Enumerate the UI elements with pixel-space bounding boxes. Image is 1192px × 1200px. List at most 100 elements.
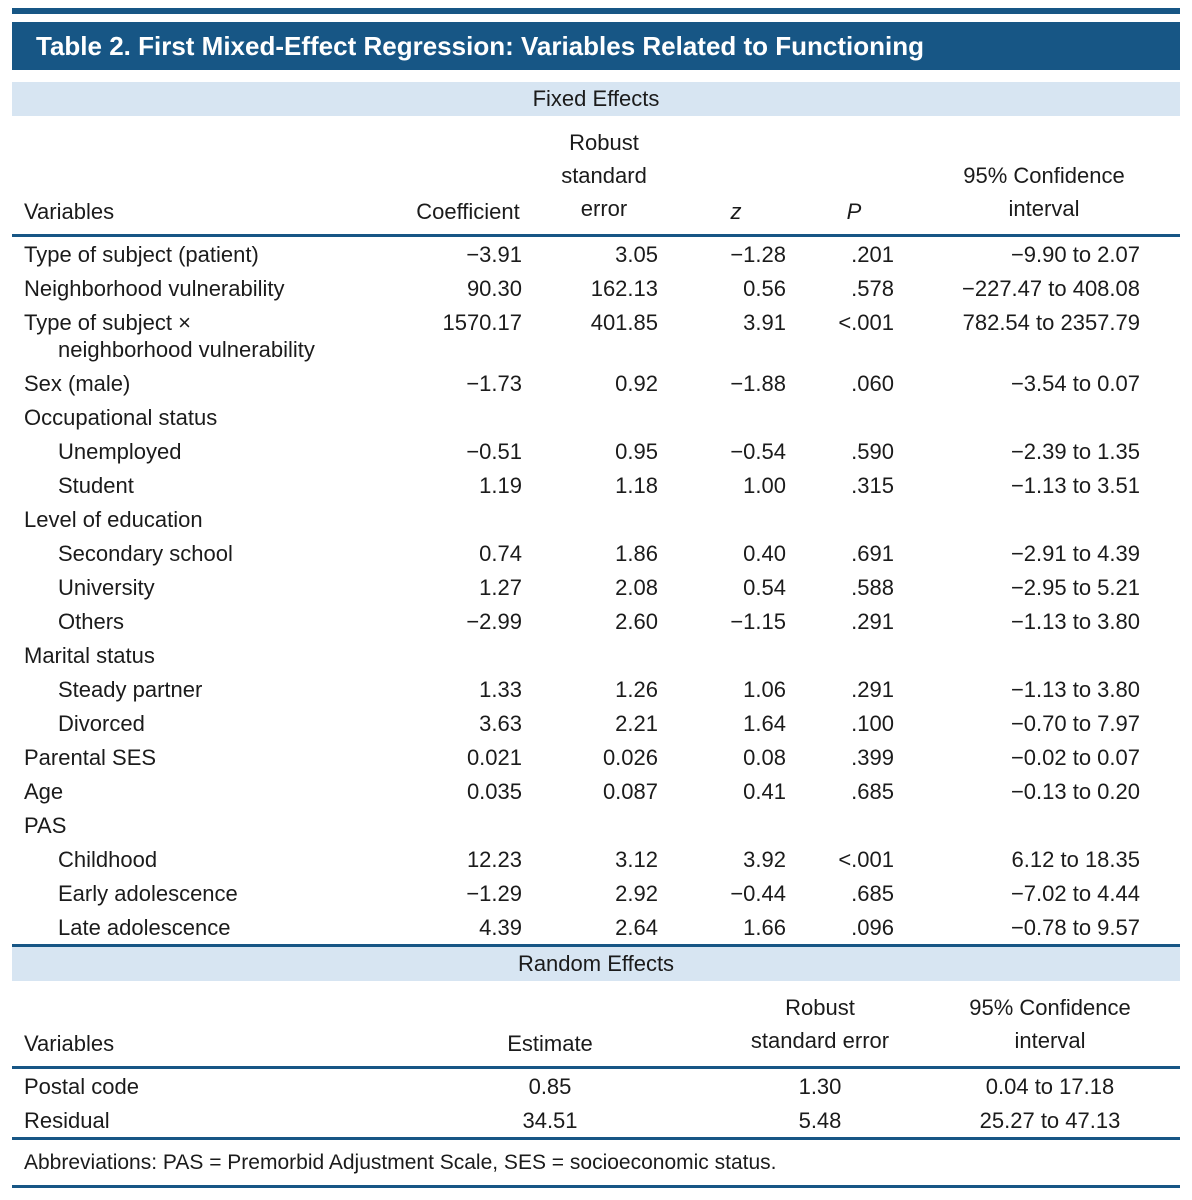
cell-z: −0.44	[730, 880, 786, 906]
random-effects-band: Random Effects	[12, 947, 1180, 981]
row-label-line: Early adolescence	[58, 880, 238, 906]
cell-se: 1.18	[615, 472, 658, 498]
cell-coef: −2.99	[466, 608, 522, 634]
table-row: Parental SES 0.021 0.026 0.08 .399 −0.02 to 0…	[12, 740, 1180, 774]
cell-ci: −2.39 to 1.35	[1010, 438, 1140, 464]
cell-z: 1.64	[743, 710, 786, 736]
table-row: Occupational status	[12, 400, 1180, 434]
cell-ci: 0.04 to 17.18	[985, 1073, 1115, 1099]
cell-ci	[908, 638, 1180, 672]
header-line: Robust	[785, 995, 855, 1020]
cell-z	[672, 400, 800, 434]
table-row: Divorced 3.63 2.21 1.64 .100 −0.70 to 7.97	[12, 706, 1180, 740]
cell-se: 5.48	[798, 1107, 842, 1133]
row-label: Age	[12, 774, 400, 808]
table-row: Neighborhood vulnerability 90.30 162.13 0.5…	[12, 271, 1180, 305]
cell-coef: 1570.17	[442, 309, 522, 335]
row-label: Childhood	[12, 842, 400, 876]
row-label: Steady partner	[12, 672, 400, 706]
cell-p: .691	[851, 540, 894, 566]
cell-se: 1.30	[798, 1073, 842, 1099]
abbreviations-note: Abbreviations: PAS = Premorbid Adjustmen…	[24, 1151, 777, 1174]
cell-ci: −0.13 to 0.20	[1010, 778, 1140, 804]
random-effects-table: Variables Estimate Robust standard error…	[12, 981, 1180, 1137]
cell-se: 2.64	[615, 914, 658, 940]
table-row: Steady partner 1.33 1.26 1.06 .291 −1.13 to 3…	[12, 672, 1180, 706]
cell-z: 0.08	[743, 744, 786, 770]
header-line: standard error	[750, 1028, 890, 1053]
row-label-line: Childhood	[58, 846, 158, 872]
fixed-effects-band: Fixed Effects	[12, 82, 1180, 116]
row-label-line: Postal code	[24, 1073, 139, 1099]
row-label: Unemployed	[12, 434, 400, 468]
cell-ci: −1.13 to 3.80	[1010, 676, 1140, 702]
cell-z: 1.06	[743, 676, 786, 702]
header-row: Variables Estimate Robust standard error…	[12, 981, 1180, 1068]
table-row: Secondary school 0.74 1.86 0.40 .691 −2.91 to…	[12, 536, 1180, 570]
cell-coef: −0.51	[466, 438, 522, 464]
random-effects-body: Postal code 0.85 1.30 0.04 to 17.18 Residual…	[12, 1068, 1180, 1138]
cell-ci: −0.70 to 7.97	[1010, 710, 1140, 736]
cell-ci: −0.78 to 9.57	[1010, 914, 1140, 940]
cell-se: 2.92	[615, 880, 658, 906]
cell-se	[536, 502, 672, 536]
row-label-line: neighborhood vulnerability	[58, 336, 315, 362]
col-header-confidence-interval: 95% Confidence interval	[920, 981, 1180, 1068]
col-header-robust-standard-error: Robust standard error	[720, 981, 920, 1068]
row-label: PAS	[12, 808, 400, 842]
cell-z: −0.54	[730, 438, 786, 464]
cell-p	[800, 502, 908, 536]
table-title: Table 2. First Mixed-Effect Regression: …	[36, 31, 925, 61]
row-label-line: Occupational status	[24, 404, 218, 430]
table-row: University 1.27 2.08 0.54 .588 −2.95 to 5.21	[12, 570, 1180, 604]
cell-z: −1.15	[730, 608, 786, 634]
cell-se: 1.86	[615, 540, 658, 566]
cell-p: .590	[851, 438, 894, 464]
col-header-robust-standard-error: Robust standard error	[536, 116, 672, 236]
footer-divider	[12, 1137, 1180, 1140]
bottom-rule	[12, 1185, 1180, 1188]
cell-ci: −1.13 to 3.51	[1010, 472, 1140, 498]
cell-ci: −227.47 to 408.08	[962, 275, 1140, 301]
col-header-variables: Variables	[24, 199, 115, 224]
row-label: Others	[12, 604, 400, 638]
fixed-effects-table: Variables Coefficient Robust standard er…	[12, 116, 1180, 944]
cell-ci	[908, 400, 1180, 434]
row-label-line: University	[58, 574, 155, 600]
cell-p: .578	[851, 275, 894, 301]
row-label-line: PAS	[24, 812, 67, 838]
cell-coef: 0.74	[479, 540, 522, 566]
cell-p: .588	[851, 574, 894, 600]
cell-se	[536, 808, 672, 842]
cell-z	[672, 502, 800, 536]
header-line: interval	[1008, 196, 1080, 221]
cell-ci	[908, 808, 1180, 842]
fixed-effects-header: Variables Coefficient Robust standard er…	[12, 116, 1180, 236]
cell-z: 0.40	[743, 540, 786, 566]
table-row: Sex (male) −1.73 0.92 −1.88 .060 −3.54 to 0.0…	[12, 366, 1180, 400]
cell-coef	[400, 502, 536, 536]
row-label: Type of subject × neighborhood vulnerabil…	[12, 305, 400, 366]
col-header-coefficient: Coefficient	[416, 199, 520, 224]
cell-se	[536, 638, 672, 672]
cell-coef: 3.63	[479, 710, 522, 736]
cell-coef: −1.73	[466, 370, 522, 396]
cell-se: 1.26	[615, 676, 658, 702]
cell-se: 2.08	[615, 574, 658, 600]
cell-estimate: 0.85	[528, 1073, 572, 1099]
row-label: Occupational status	[12, 400, 400, 434]
cell-coef: −1.29	[466, 880, 522, 906]
header-line: error	[580, 196, 628, 221]
header-line: Robust	[569, 130, 639, 155]
header-line: 95% Confidence	[963, 163, 1125, 188]
cell-z: 0.41	[743, 778, 786, 804]
cell-z: 3.91	[743, 309, 786, 335]
row-label: University	[12, 570, 400, 604]
table-row: Level of education	[12, 502, 1180, 536]
header-line: interval	[1014, 1028, 1086, 1053]
table-row: Postal code 0.85 1.30 0.04 to 17.18	[12, 1068, 1180, 1104]
section-divider	[12, 944, 1180, 947]
row-label-line: Steady partner	[58, 676, 203, 702]
cell-p: .291	[851, 608, 894, 634]
top-rule	[12, 8, 1180, 14]
